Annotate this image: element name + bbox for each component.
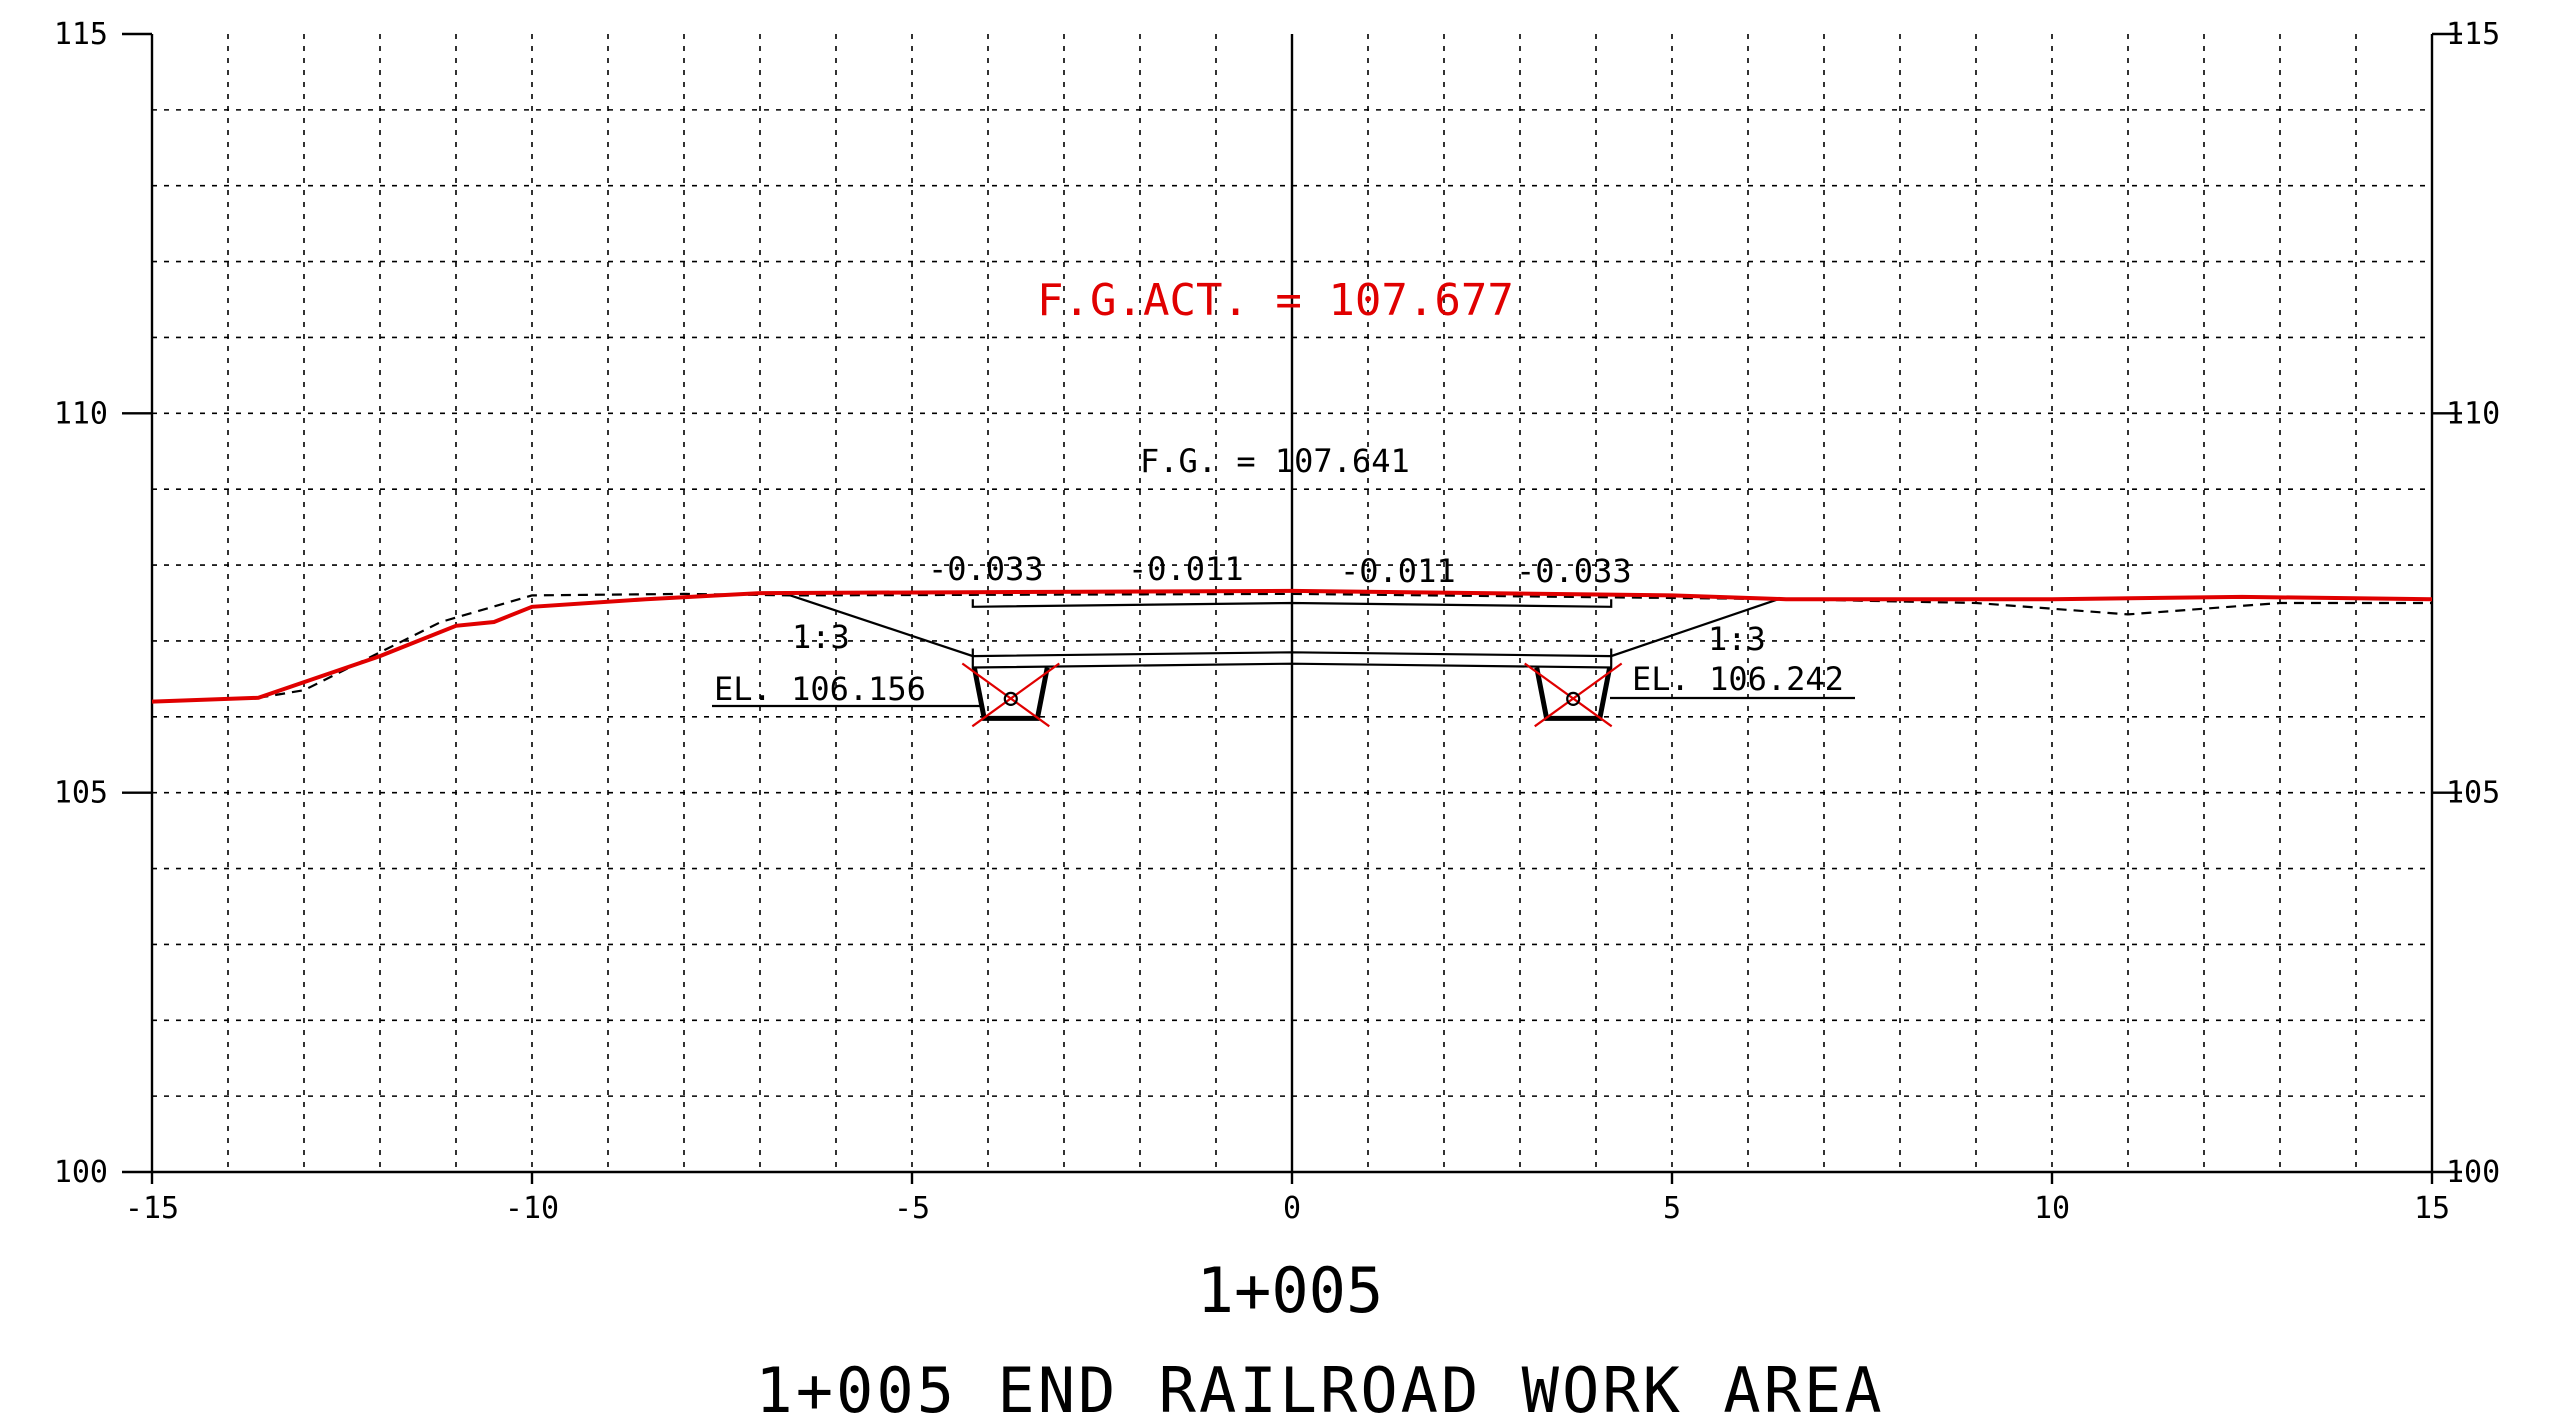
series-layer	[151, 588, 2433, 704]
fg-actual-label: F.G.ACT. = 107.677	[1037, 275, 1514, 326]
ditch-left	[971, 667, 1050, 721]
x-tick-label: -15	[125, 1191, 179, 1226]
fg-design-label: F.G. = 107.641	[1140, 442, 1410, 480]
elevation-right-label: EL. 106.242	[1632, 660, 1844, 698]
ditch-left-pipe-icon	[1003, 691, 1018, 707]
x-tick-label: 5	[1663, 1191, 1681, 1226]
y-tick-label-left: 100	[54, 1155, 108, 1190]
y-tick-label-left: 105	[54, 776, 108, 811]
y-tick-label-right: 105	[2446, 776, 2500, 811]
x-tick-label: -5	[894, 1191, 930, 1226]
side-slope-left-label: 1:3	[792, 618, 850, 656]
drawing-title: 1+005 END RAILROAD WORK AREA	[755, 1354, 1884, 1417]
x-tick-label: 10	[2034, 1191, 2070, 1226]
y-tick-label-left: 115	[54, 17, 108, 52]
slope-left-inner-label: -0.011	[1128, 550, 1244, 588]
y-tick-label-right: 100	[2446, 1155, 2500, 1190]
slope-right-outer-label: -0.033	[1516, 552, 1632, 590]
x-tick-label: -10	[505, 1191, 559, 1226]
series-design-subgrade	[971, 599, 1613, 608]
y-tick-label-right: 110	[2446, 396, 2500, 431]
x-tick-label: 15	[2414, 1191, 2450, 1226]
ditch-right	[1534, 667, 1613, 721]
station-label: 1+005	[1197, 1254, 1384, 1327]
series-design-base	[971, 648, 1613, 669]
ditch-layer	[961, 662, 1623, 728]
slope-left-outer-label: -0.033	[928, 550, 1044, 588]
series-design-top-surface	[790, 594, 1779, 658]
series-existing-ground	[258, 592, 2432, 699]
y-tick-label-right: 115	[2446, 17, 2500, 52]
series-actual-ground	[151, 588, 2433, 704]
ditch-right-pipe-icon	[1566, 691, 1581, 707]
side-slope-right-label: 1:3	[1708, 620, 1766, 658]
y-tick-label-left: 110	[54, 396, 108, 431]
slope-right-inner-label: -0.011	[1340, 552, 1456, 590]
elevation-left-label: EL. 106.156	[714, 670, 926, 708]
x-tick-label: 0	[1283, 1191, 1301, 1226]
